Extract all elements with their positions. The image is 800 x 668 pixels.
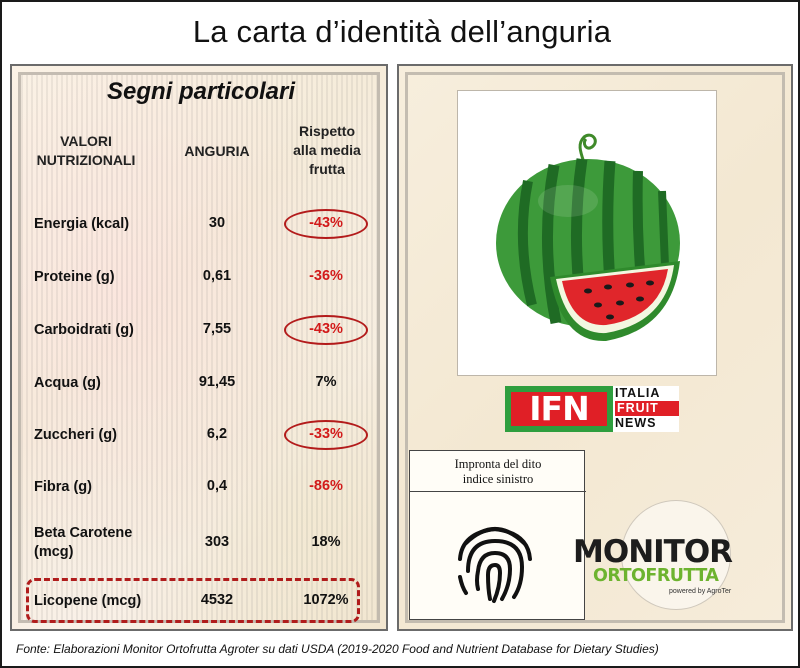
right-passport-page: IFN ITALIA FRUIT NEWS Impronta del dito … [397, 64, 793, 631]
monitor-logo-powered: powered by AgroTer [669, 588, 732, 595]
highlight-oval [284, 420, 368, 450]
row-value-fibra: 0,4 [206, 478, 228, 494]
ifn-logo-red [511, 392, 607, 426]
monitor-logo-bottom: ORTOFRUTTA [593, 566, 719, 586]
fingerprint-label: Impronta del dito indice sinistro [410, 457, 586, 487]
row-pct-proteine: -36% [309, 268, 343, 284]
header-valori-line1: VALORI [60, 133, 112, 149]
row-label-beta-carotene-line1: Beta Carotene [34, 525, 133, 541]
row-label-zuccheri: Zuccheri (g) [34, 427, 117, 443]
header-valori-line2: NUTRIZIONALI [36, 152, 136, 168]
ifn-line-fruit: FRUIT [615, 401, 679, 416]
section-heading: Segni particolari [106, 78, 296, 105]
row-pct-fibra: -86% [309, 478, 343, 494]
header-rispetto: Rispetto alla media frutta [272, 122, 382, 179]
watermelon-icon [496, 133, 680, 342]
ifn-logo: IFN ITALIA FRUIT NEWS [505, 386, 679, 432]
row-pct-carboidrati: -43% [309, 321, 343, 337]
row-pct-energia: -43% [309, 215, 343, 231]
header-rispetto-line2: alla media [293, 142, 361, 158]
row-label-fibra: Fibra (g) [34, 479, 92, 495]
ifn-logo-block: IFN [505, 386, 613, 432]
row-label-energia: Energia (kcal) [34, 216, 130, 232]
row-label-beta-carotene: Beta Carotene (mcg) [34, 524, 132, 562]
ifn-logo-words: ITALIA FRUIT NEWS [615, 386, 679, 431]
licopene-highlight-box [26, 578, 360, 623]
source-note: Fonte: Elaborazioni Monitor Ortofrutta A… [16, 642, 659, 656]
row-pct-acqua: 7% [315, 374, 337, 390]
row-label-acqua: Acqua (g) [34, 375, 101, 391]
row-label-beta-carotene-line2: (mcg) [34, 544, 74, 560]
header-rispetto-line3: frutta [309, 161, 345, 177]
fingerprint-divider [410, 491, 586, 492]
monitor-ortofrutta-logo: MONITOR ORTOFRUTTA powered by AgroTer [573, 500, 785, 610]
fingerprint-box: Impronta del dito indice sinistro [409, 450, 586, 620]
ifn-line-news: NEWS [615, 416, 657, 430]
monitor-logo-circle [621, 500, 731, 610]
row-label-proteine: Proteine (g) [34, 269, 115, 285]
header-rispetto-line1: Rispetto [299, 123, 355, 139]
ifn-line-italia: ITALIA [615, 386, 661, 400]
row-value-energia: 30 [208, 215, 226, 231]
photo-frame [457, 90, 717, 376]
header-valori: VALORI NUTRIZIONALI [26, 132, 146, 170]
row-value-carboidrati: 7,55 [202, 321, 232, 337]
page-title: La carta d’identità dell’anguria [192, 14, 612, 49]
row-pct-licopene: 1072% [303, 592, 349, 608]
row-label-licopene: Licopene (mcg) [34, 593, 142, 609]
ifn-logo-letters: IFN [529, 389, 589, 428]
fingerprint-label-line1: Impronta del dito [454, 457, 542, 471]
monitor-logo-top: MONITOR [573, 534, 733, 570]
fingerprint-label-line2: indice sinistro [462, 472, 534, 486]
header-anguria: ANGURIA [184, 143, 250, 159]
row-value-licopene: 4532 [200, 592, 234, 608]
row-label-carboidrati: Carboidrati (g) [34, 322, 134, 338]
row-value-proteine: 0,61 [202, 268, 232, 284]
row-pct-zuccheri: -33% [309, 426, 343, 442]
row-value-acqua: 91,45 [198, 374, 236, 390]
row-value-zuccheri: 6,2 [206, 426, 228, 442]
highlight-oval [284, 209, 368, 239]
left-passport-page: Segni particolari VALORI NUTRIZIONALI AN… [10, 64, 388, 631]
fingerprint-icon [458, 526, 532, 603]
highlight-oval [284, 315, 368, 345]
row-pct-beta-carotene: 18% [311, 534, 341, 550]
row-value-beta-carotene: 303 [204, 534, 230, 550]
